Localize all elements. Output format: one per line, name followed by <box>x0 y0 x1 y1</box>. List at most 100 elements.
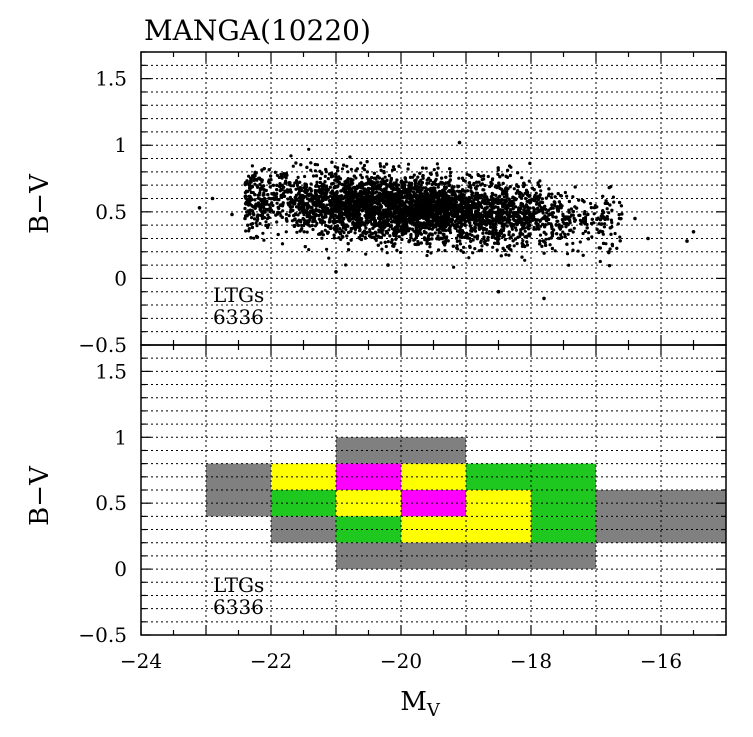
scatter-point <box>520 176 524 180</box>
scatter-point <box>320 230 324 234</box>
scatter-point <box>383 187 387 191</box>
scatter-point <box>378 162 382 166</box>
scatter-point <box>445 235 449 239</box>
scatter-point <box>513 237 518 241</box>
scatter-point <box>433 231 437 235</box>
scatter-point <box>298 180 302 184</box>
scatter-point <box>297 196 301 200</box>
scatter-point <box>383 175 387 179</box>
scatter-point <box>571 241 575 245</box>
scatter-point <box>468 232 472 236</box>
scatter-point <box>609 232 613 236</box>
scatter-point <box>555 232 559 236</box>
scatter-point <box>265 202 269 206</box>
scatter-point <box>296 213 300 217</box>
scatter-point <box>338 227 342 231</box>
scatter-point <box>340 167 345 171</box>
scatter-point <box>554 215 558 219</box>
scatter-point <box>395 248 399 252</box>
scatter-point <box>368 230 372 234</box>
scatter-point <box>475 237 479 241</box>
scatter-point <box>376 243 380 247</box>
scatter-point <box>381 177 385 181</box>
scatter-point <box>442 235 446 239</box>
scatter-point <box>250 216 254 220</box>
scatter-point <box>610 220 614 225</box>
scatter-point <box>538 233 543 237</box>
scatter-point <box>559 233 563 237</box>
scatter-point <box>379 225 383 229</box>
scatter-point <box>253 193 257 197</box>
scatter-point <box>608 203 612 207</box>
scatter-point <box>512 187 516 191</box>
scatter-point <box>261 231 265 235</box>
scatter-point <box>340 222 344 227</box>
scatter-point <box>395 178 399 182</box>
scatter-point <box>291 164 295 168</box>
scatter-point <box>264 220 268 224</box>
scatter-point <box>266 213 270 217</box>
scatter-point <box>595 205 599 209</box>
scatter-point <box>253 198 257 202</box>
scatter-point <box>276 232 280 237</box>
scatter-point <box>444 195 448 199</box>
scatter-point <box>489 195 493 199</box>
scatter-point <box>521 221 525 225</box>
scatter-point <box>565 252 570 256</box>
scatter-point <box>604 242 608 246</box>
scatter-point <box>341 201 345 205</box>
scatter-point <box>313 169 317 173</box>
scatter-point <box>258 182 262 186</box>
scatter-point <box>385 178 389 182</box>
scatter-point <box>275 173 279 177</box>
scatter-point <box>346 242 350 246</box>
scatter-point <box>582 200 586 204</box>
scatter-point <box>286 197 290 201</box>
scatter-point <box>374 177 378 181</box>
scatter-point <box>571 248 575 252</box>
scatter-point <box>461 250 465 254</box>
scatter-point <box>253 182 257 186</box>
scatter-point <box>266 193 270 197</box>
scatter-point <box>275 220 279 224</box>
scatter-point <box>525 243 530 247</box>
scatter-point <box>507 164 512 168</box>
scatter-point <box>305 219 309 223</box>
scatter-point <box>325 247 329 251</box>
scatter-point <box>481 231 485 235</box>
scatter-point <box>455 239 459 243</box>
scatter-point <box>416 175 420 179</box>
scatter-point <box>538 179 542 183</box>
scatter-point <box>307 147 311 151</box>
scatter-point <box>362 163 367 168</box>
scatter-point <box>586 237 591 241</box>
scatter-point <box>553 203 557 207</box>
scatter-point <box>295 221 299 225</box>
scatter-point <box>567 210 571 214</box>
scatter-point <box>429 251 433 255</box>
scatter-point <box>336 166 340 170</box>
scatter-point <box>270 201 274 205</box>
scatter-point <box>557 200 562 204</box>
scatter-point <box>409 233 413 237</box>
scatter-point <box>274 213 278 217</box>
scatter-point <box>296 223 300 227</box>
scatter-point <box>412 203 416 208</box>
scatter-point <box>482 174 486 178</box>
scatter-point <box>436 234 440 238</box>
scatter-point <box>326 177 330 181</box>
scatter-point <box>560 225 564 229</box>
scatter-point <box>565 194 569 198</box>
scatter-point <box>419 189 423 193</box>
scatter-point <box>419 241 423 245</box>
scatter-point <box>450 217 454 221</box>
scatter-point <box>553 249 557 253</box>
scatter-point <box>252 236 256 240</box>
scatter-point <box>568 215 572 219</box>
scatter-point <box>429 194 433 198</box>
scatter-point <box>489 225 493 229</box>
scatter-point <box>589 201 593 206</box>
scatter-point <box>360 176 364 180</box>
scatter-point <box>585 226 589 230</box>
scatter-point <box>378 209 382 213</box>
